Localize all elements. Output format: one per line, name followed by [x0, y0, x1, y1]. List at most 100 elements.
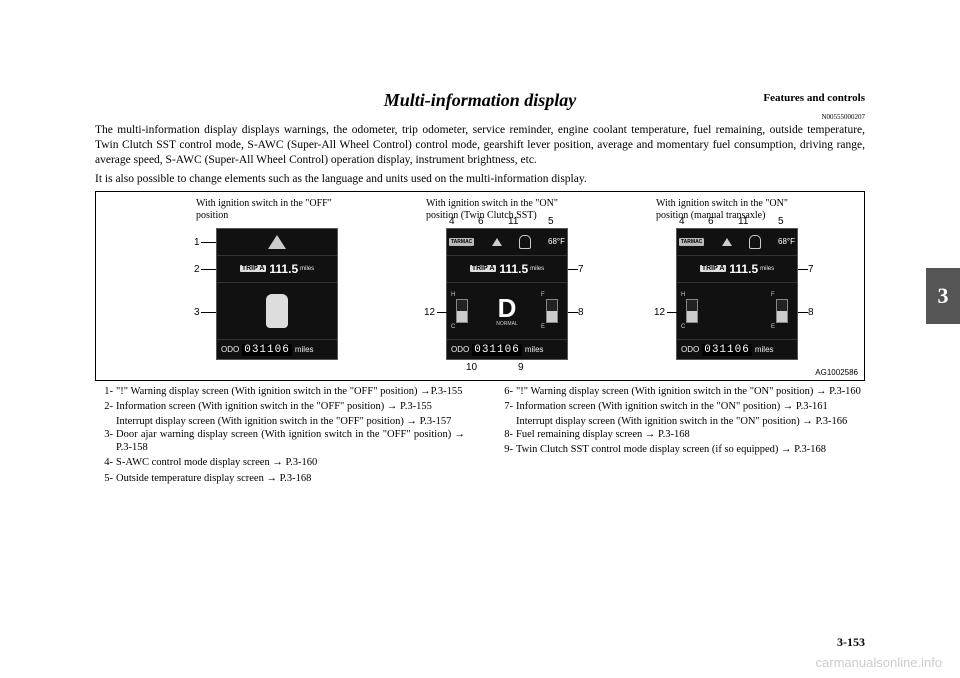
trip-label: TRIP A [240, 265, 267, 272]
callout-10: 10 [466, 362, 477, 373]
gauge-e: E [771, 324, 793, 330]
callout-line [568, 312, 578, 313]
caption-off: With ignition switch in the "OFF" positi… [196, 198, 361, 222]
gauge-e: E [541, 324, 563, 330]
odometer-row: ODO 031106 miles [447, 340, 567, 360]
legend-num: 7- [495, 400, 516, 413]
legend-sub: Interrupt display screen (With ignition … [95, 415, 465, 428]
body-paragraph-1: The multi-information display displays w… [95, 123, 865, 168]
legend-text: S-AWC control mode display screen → P.3-… [116, 456, 465, 469]
callout-7: 7 [578, 264, 584, 275]
gauge-c: C [681, 324, 703, 330]
callout-5b: 5 [778, 216, 784, 227]
temp-gauge: H C [681, 292, 703, 330]
legend-item: 7-Information screen (With ignition swit… [495, 400, 865, 413]
gauge-c: C [451, 324, 473, 330]
legend-text: "!" Warning display screen (With ignitio… [116, 385, 465, 398]
odo-unit: miles [755, 345, 774, 354]
callout-8: 8 [578, 307, 584, 318]
trip-unit: miles [530, 266, 544, 272]
trip-value: 111.5 [269, 262, 298, 276]
temp-gauge: H C [451, 292, 473, 330]
callout-8b: 8 [808, 307, 814, 318]
odo-unit: miles [295, 345, 314, 354]
legend-num: 1- [95, 385, 116, 398]
callout-12: 12 [424, 307, 435, 318]
trip-unit: miles [300, 266, 314, 272]
callout-line [568, 269, 578, 270]
car-icon [266, 294, 288, 328]
gear-letter: D [487, 295, 527, 321]
fuel-gauge: F E [541, 292, 563, 330]
callout-4: 4 [449, 216, 455, 227]
gauge-bars [776, 299, 788, 323]
warning-triangle-icon [268, 235, 286, 249]
trip-row: TRIP A 111.5 miles [217, 256, 337, 283]
display-on-manual: TARMAC 68°F TRIP A 111.5 miles H C F [676, 228, 798, 360]
gear-row: H C F E [677, 283, 797, 340]
legend-sub: Interrupt display screen (With ignition … [495, 415, 865, 428]
legend-text: "!" Warning display screen (With ignitio… [516, 385, 865, 398]
warning-row [217, 229, 337, 256]
tarmac-badge: TARMAC [449, 238, 474, 246]
callout-6b: 6 [708, 216, 714, 227]
section-label: Features and controls [763, 92, 865, 104]
legend-item: 5-Outside temperature display screen → P… [95, 472, 465, 485]
gauge-bars [546, 299, 558, 323]
odometer-row: ODO 031106 miles [677, 340, 797, 360]
legend-item: 4-S-AWC control mode display screen → P.… [95, 456, 465, 469]
trip-label: TRIP A [700, 265, 727, 272]
gauge-bars [686, 299, 698, 323]
diagram-code: AG1002586 [815, 368, 858, 377]
page-title: Multi-information display [95, 90, 865, 111]
reference-code: N00555000207 [95, 113, 865, 121]
trip-row: TRIP A 111.5 miles [447, 256, 567, 283]
legend-num: 6- [495, 385, 516, 398]
gear-center: D NORMAL [487, 295, 527, 327]
diagram-frame: With ignition switch in the "OFF" positi… [95, 191, 865, 381]
legend-item: 3-Door ajar warning display screen (With… [95, 428, 465, 454]
callout-line [201, 312, 216, 313]
odo-value: 031106 [472, 344, 522, 356]
fuel-gauge: F E [771, 292, 793, 330]
legend-num: 5- [95, 472, 116, 485]
trip-unit: miles [760, 266, 774, 272]
legend-item: 1-"!" Warning display screen (With ignit… [95, 385, 465, 398]
watermark: carmanualsonline.info [816, 655, 942, 670]
legend-text: Information screen (With ignition switch… [516, 400, 865, 413]
gauge-h: H [681, 292, 703, 298]
body-paragraph-2: It is also possible to change elements s… [95, 172, 865, 187]
legend-num: 4- [95, 456, 116, 469]
callout-11: 11 [508, 216, 518, 227]
legend-text: Information screen (With ignition switch… [116, 400, 465, 413]
gear-row: H C D NORMAL F E [447, 283, 567, 340]
legend-left: 1-"!" Warning display screen (With ignit… [95, 385, 465, 487]
callout-line [201, 242, 216, 243]
legend-item: 9-Twin Clutch SST control mode display s… [495, 443, 865, 456]
legend-text: Door ajar warning display screen (With i… [116, 428, 465, 454]
odo-label: ODO [451, 345, 469, 354]
seatbelt-icon [519, 235, 531, 249]
callout-line [798, 312, 808, 313]
trip-value: 111.5 [729, 262, 758, 276]
legend-item: 8-Fuel remaining display screen → P.3-16… [495, 428, 865, 441]
legend-item: 6-"!" Warning display screen (With ignit… [495, 385, 865, 398]
callout-5: 5 [548, 216, 554, 227]
legend-num: 9- [495, 443, 516, 456]
gear-mode: NORMAL [487, 321, 527, 327]
trip-value: 111.5 [499, 262, 528, 276]
legend-columns: 1-"!" Warning display screen (With ignit… [95, 385, 865, 487]
temp-value: 68°F [548, 237, 565, 246]
gauge-f: F [541, 292, 563, 298]
legend-num: 3- [95, 428, 116, 454]
legend-num: 8- [495, 428, 516, 441]
seatbelt-icon [749, 235, 761, 249]
warning-triangle-icon [492, 238, 502, 246]
callout-2: 2 [194, 264, 200, 275]
legend-item: 2-Information screen (With ignition swit… [95, 400, 465, 413]
gauge-bars [456, 299, 468, 323]
callout-11b: 11 [738, 216, 748, 227]
callout-7b: 7 [808, 264, 814, 275]
manual-page: Features and controls Multi-information … [0, 0, 960, 678]
top-icon-row: TARMAC 68°F [677, 229, 797, 256]
